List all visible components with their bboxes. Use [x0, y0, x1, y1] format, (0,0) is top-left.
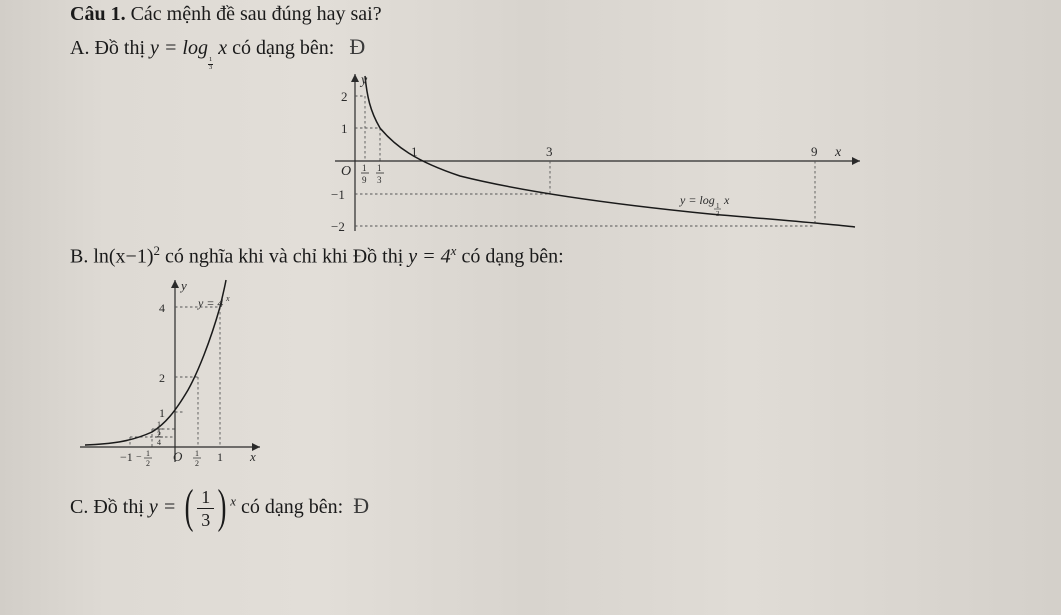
svg-text:−1: −1 — [331, 187, 345, 202]
svg-text:x: x — [834, 145, 842, 160]
paren-close: ) — [218, 485, 227, 528]
heading-rest: Các mệnh đề sau đúng hay sai? — [126, 3, 382, 25]
option-a-pre: Đồ thị — [94, 37, 150, 59]
svg-text:1: 1 — [195, 449, 199, 458]
svg-text:3: 3 — [716, 210, 720, 218]
svg-text:2: 2 — [146, 459, 150, 468]
option-c-exp: x — [230, 494, 236, 509]
svg-text:1: 1 — [217, 450, 223, 464]
svg-text:O: O — [341, 164, 351, 179]
option-c-post: có dạng bên: — [241, 497, 343, 519]
svg-text:4: 4 — [159, 301, 165, 315]
svg-text:9: 9 — [362, 175, 367, 185]
chart-a: yxO21−1−21913139y = log13 x — [260, 66, 1031, 236]
svg-text:−1: −1 — [120, 450, 133, 464]
svg-text:x: x — [225, 294, 230, 303]
chart-b-svg: yxO4211214−1−12121y = 4x — [70, 272, 270, 472]
option-b-eq: y = 4 — [408, 245, 450, 267]
svg-text:1: 1 — [411, 144, 418, 159]
svg-text:2: 2 — [341, 89, 348, 104]
option-b-sq: 2 — [154, 243, 161, 258]
svg-text:2: 2 — [195, 459, 199, 468]
option-c-label: C. — [70, 497, 88, 519]
option-c-frac: 13 — [197, 486, 214, 531]
svg-text:1: 1 — [159, 406, 165, 420]
svg-text:1: 1 — [341, 121, 348, 136]
svg-text:2: 2 — [159, 371, 165, 385]
svg-text:9: 9 — [811, 144, 818, 159]
option-a-label: A. — [70, 37, 89, 59]
option-a-eq-left: y = log — [150, 37, 208, 59]
svg-text:3: 3 — [377, 175, 382, 185]
option-b-label: B. — [70, 245, 88, 267]
svg-text:3: 3 — [546, 144, 553, 159]
svg-text:−: − — [136, 452, 142, 463]
svg-text:1: 1 — [157, 428, 161, 437]
option-c-eq-left: y = — [149, 497, 181, 519]
svg-text:y = log: y = log — [679, 193, 715, 207]
option-a-eq-right: x — [213, 37, 227, 59]
option-c-pre: Đồ thị — [93, 497, 149, 519]
question-heading: Câu 1. Các mệnh đề sau đúng hay sai? — [70, 0, 1031, 28]
svg-text:O: O — [173, 449, 183, 464]
paren-open: ( — [185, 485, 194, 528]
svg-text:1: 1 — [377, 163, 382, 173]
option-b-mid: có nghĩa khi và chỉ khi Đồ thị — [165, 245, 408, 267]
svg-text:y = 4: y = 4 — [197, 296, 223, 310]
chart-a-svg: yxO21−1−21913139y = log13 x — [260, 66, 880, 236]
svg-text:x: x — [249, 449, 256, 464]
option-b-pre: ln(x−1) — [93, 245, 153, 267]
option-a-sub: 13 — [208, 50, 213, 64]
option-a-post: có dạng bên: — [232, 37, 334, 59]
option-a-handmark: Đ — [349, 34, 365, 59]
option-b-exp: x — [451, 243, 457, 258]
svg-text:−2: −2 — [331, 219, 345, 234]
option-b: B. ln(x−1)2 có nghĩa khi và chỉ khi Đồ t… — [70, 242, 1031, 271]
svg-text:4: 4 — [157, 438, 161, 447]
svg-text:y: y — [179, 278, 187, 293]
svg-text:x: x — [723, 193, 730, 207]
svg-text:1: 1 — [146, 449, 150, 458]
chart-b: yxO4211214−1−12121y = 4x — [70, 272, 1031, 472]
heading-prefix: Câu 1. — [70, 3, 126, 25]
option-c: C. Đồ thị y = (13)x có dạng bên: Đ — [70, 486, 1031, 531]
option-c-handmark: Đ — [353, 494, 369, 519]
svg-text:y: y — [359, 73, 368, 88]
option-a: A. Đồ thị y = log13 x có dạng bên: Đ — [70, 32, 1031, 64]
option-b-post: có dạng bên: — [461, 245, 563, 267]
svg-text:1: 1 — [362, 163, 367, 173]
